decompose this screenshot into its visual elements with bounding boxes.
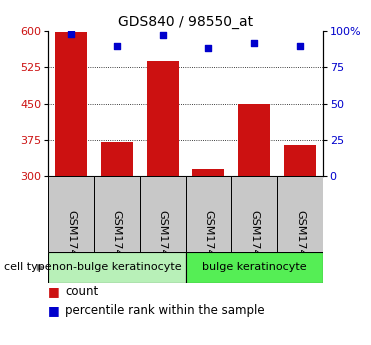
Point [251,40,257,46]
Point [114,43,120,48]
Bar [284,145,316,176]
Text: bulge keratinocyte: bulge keratinocyte [202,263,306,272]
Bar [147,61,179,176]
Text: GSM17448: GSM17448 [112,210,122,271]
Bar [186,252,323,283]
Bar [192,169,224,176]
Text: ■: ■ [48,304,60,317]
Point [160,33,165,38]
Point [206,46,211,51]
Bar [55,32,87,176]
Text: GSM17449: GSM17449 [158,210,168,271]
Text: count: count [65,285,98,298]
Bar [277,176,323,252]
Text: cell type: cell type [4,263,51,272]
Bar [238,104,270,176]
Bar [101,142,133,176]
Title: GDS840 / 98550_at: GDS840 / 98550_at [118,14,253,29]
Bar [231,176,277,252]
Bar [48,252,186,283]
Text: GSM17445: GSM17445 [66,210,76,271]
Bar [140,176,186,252]
Point [68,31,74,37]
Point [297,43,303,48]
Bar [48,176,94,252]
Text: percentile rank within the sample: percentile rank within the sample [65,304,265,317]
Text: GSM17446: GSM17446 [249,210,259,271]
Text: non-bulge keratinocyte: non-bulge keratinocyte [52,263,182,272]
Bar [94,176,140,252]
Text: ■: ■ [48,285,60,298]
Text: GSM17444: GSM17444 [203,210,213,271]
Bar [186,176,231,252]
Text: GSM17447: GSM17447 [295,210,305,271]
